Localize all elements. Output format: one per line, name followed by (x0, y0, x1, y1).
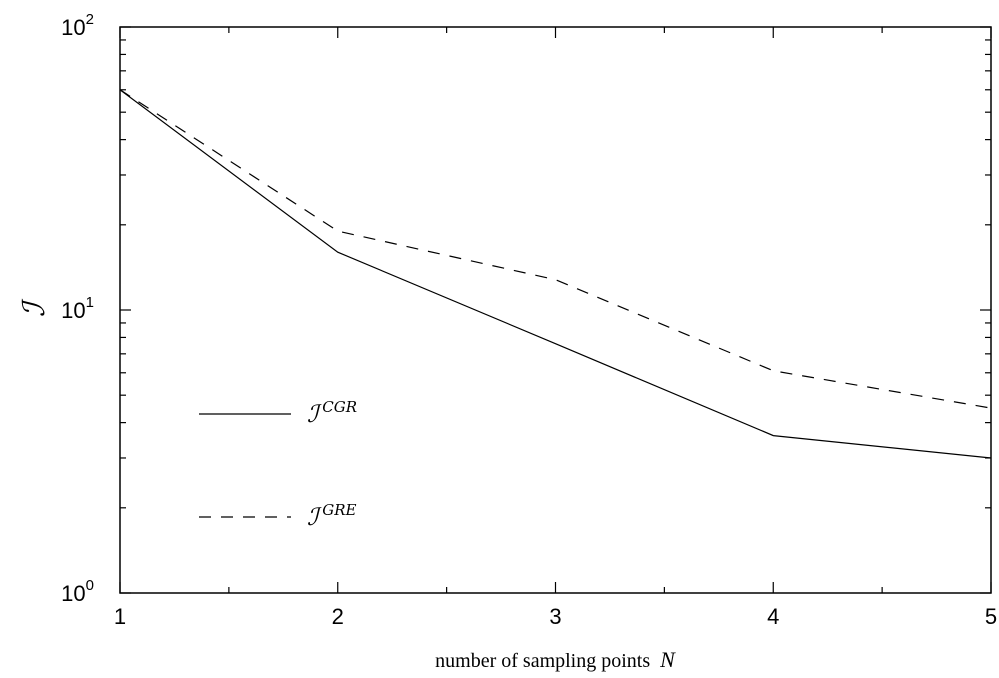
x-axis-title-text: number of sampling points (435, 650, 650, 672)
legend: ℐ CGR ℐ GRE (199, 398, 357, 531)
y-tick-label: 100 (61, 577, 94, 606)
y-tick-label: 101 (61, 294, 94, 323)
legend-label-cgr-sup: CGR (322, 398, 357, 416)
x-tick-label: 1 (114, 604, 126, 629)
legend-label-cgr: ℐ CGR (307, 398, 357, 428)
legend-label-gre: ℐ GRE (307, 501, 357, 531)
x-tick-label: 4 (767, 604, 779, 629)
series-line-cgr (119, 89, 992, 459)
plot-frame (119, 26, 992, 594)
x-tick-label: 3 (549, 604, 561, 629)
legend-label-cgr-main: ℐ (307, 400, 322, 428)
legend-label-gre-main: ℐ (307, 503, 322, 531)
y-axis-title: ℐ (17, 298, 52, 317)
series-line-gre (119, 89, 992, 409)
y-tick-label: 102 (61, 11, 94, 40)
x-axis-title: number of sampling points N (435, 647, 676, 672)
x-tick-label: 2 (332, 604, 344, 629)
x-axis-title-variable: N (659, 647, 676, 672)
legend-label-gre-sup: GRE (322, 501, 356, 519)
plot-layer: 1 2 3 4 5 100 101 102 (61, 11, 997, 629)
x-tick-label: 5 (985, 604, 997, 629)
